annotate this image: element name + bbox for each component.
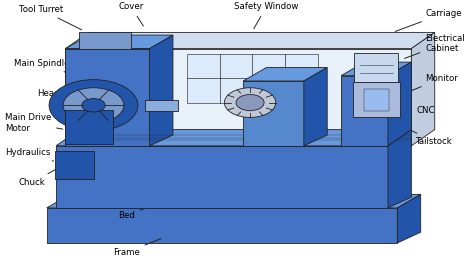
Text: Main Spindle: Main Spindle bbox=[14, 59, 72, 75]
Text: Tailstock: Tailstock bbox=[395, 123, 453, 146]
FancyBboxPatch shape bbox=[145, 100, 178, 111]
FancyBboxPatch shape bbox=[55, 151, 94, 179]
Text: Main Drive
Motor: Main Drive Motor bbox=[5, 113, 63, 133]
Text: Safety Window: Safety Window bbox=[234, 2, 299, 29]
Polygon shape bbox=[411, 32, 435, 146]
FancyBboxPatch shape bbox=[64, 110, 113, 144]
Polygon shape bbox=[388, 62, 411, 146]
Polygon shape bbox=[243, 68, 327, 81]
Polygon shape bbox=[150, 35, 173, 146]
Polygon shape bbox=[47, 194, 421, 208]
Polygon shape bbox=[80, 32, 131, 49]
Text: Monitor: Monitor bbox=[405, 74, 458, 93]
Polygon shape bbox=[304, 68, 327, 146]
Polygon shape bbox=[65, 32, 435, 49]
Text: Tool Turret: Tool Turret bbox=[18, 5, 82, 30]
Polygon shape bbox=[65, 49, 411, 146]
Text: Headstock: Headstock bbox=[37, 89, 89, 100]
Circle shape bbox=[49, 80, 138, 131]
Polygon shape bbox=[65, 35, 173, 49]
Polygon shape bbox=[388, 130, 411, 208]
FancyBboxPatch shape bbox=[364, 89, 389, 111]
Circle shape bbox=[236, 94, 264, 111]
FancyBboxPatch shape bbox=[353, 82, 400, 117]
Polygon shape bbox=[397, 194, 421, 243]
FancyBboxPatch shape bbox=[355, 53, 398, 82]
Text: Bed: Bed bbox=[118, 204, 156, 221]
Polygon shape bbox=[341, 76, 388, 146]
Polygon shape bbox=[341, 62, 411, 76]
Text: Frame: Frame bbox=[113, 239, 161, 257]
Text: Cover: Cover bbox=[118, 2, 144, 26]
FancyBboxPatch shape bbox=[187, 54, 318, 103]
Polygon shape bbox=[56, 130, 411, 146]
Polygon shape bbox=[65, 49, 150, 146]
Circle shape bbox=[82, 99, 105, 112]
Text: Hydraulics: Hydraulics bbox=[5, 148, 54, 161]
Polygon shape bbox=[56, 146, 388, 208]
Circle shape bbox=[63, 88, 124, 123]
Polygon shape bbox=[243, 81, 304, 146]
Text: Chuck: Chuck bbox=[18, 158, 77, 187]
Text: CNC: CNC bbox=[395, 106, 435, 115]
Text: Carriage: Carriage bbox=[395, 9, 462, 31]
Text: Electrical
Cabinet: Electrical Cabinet bbox=[405, 33, 465, 58]
Circle shape bbox=[224, 88, 276, 117]
Polygon shape bbox=[47, 208, 397, 243]
